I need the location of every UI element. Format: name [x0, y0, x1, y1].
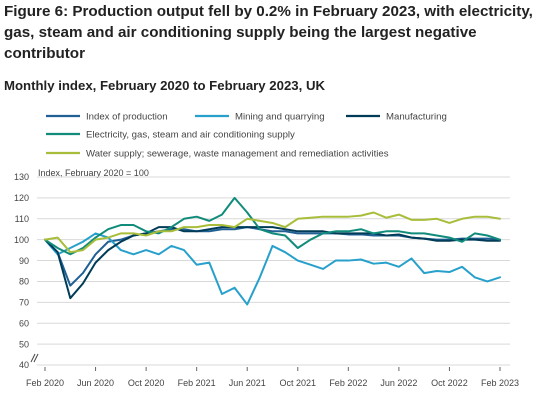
y-tick-label-130: 130 [14, 172, 29, 182]
legend-label-4: Electricity, gas, steam and air conditio… [86, 129, 295, 140]
y-tick-label-90: 90 [19, 256, 29, 266]
x-tick-label-10: Feb 2023 [481, 378, 519, 388]
y-axis-label: Index, February 2020 = 100 [38, 168, 149, 178]
series-group [44, 196, 501, 306]
legend-label-2: Mining and quarrying [235, 111, 325, 122]
y-tick-label-100: 100 [14, 235, 29, 245]
axis-break-mark-1 [30, 353, 36, 363]
x-axis-ticks: Feb 2020 Jun 2020 Oct 2020 Feb 2021 Jun 2021… [26, 367, 519, 388]
legend: Index of production Mining and quarrying M… [46, 111, 447, 159]
y-tick-label-120: 120 [14, 193, 29, 203]
x-tick-label-8: Jun 2022 [380, 378, 417, 388]
chart-title: Figure 6: Production output fell by 0.2%… [4, 3, 533, 62]
y-axis-ticks: 40 50 60 70 80 90 100 110 120 130 [14, 172, 29, 370]
y-tick-label-40: 40 [19, 360, 29, 370]
axis-break-symbol [30, 353, 39, 363]
x-tick-label-2: Jun 2020 [77, 378, 114, 388]
chart-subtitle: Monthly index, February 2020 to February… [4, 78, 325, 93]
series-line-4 [44, 196, 501, 256]
x-tick-label-9: Oct 2022 [431, 378, 468, 388]
y-tick-label-110: 110 [15, 214, 29, 224]
legend-label-3: Manufacturing [386, 111, 447, 122]
legend-label-5: Water supply; sewerage, waste management… [86, 148, 389, 159]
legend-label-1: Index of production [86, 111, 168, 122]
series-line-2 [44, 232, 501, 306]
axis-break-mark-2 [33, 353, 39, 363]
x-tick-label-3: Oct 2020 [128, 378, 165, 388]
y-tick-label-50: 50 [19, 339, 29, 349]
x-tick-label-5: Jun 2021 [229, 378, 266, 388]
y-tick-label-70: 70 [19, 298, 29, 308]
x-tick-label-6: Oct 2021 [280, 378, 317, 388]
y-tick-label-60: 60 [19, 318, 29, 328]
x-tick-label-7: Feb 2022 [329, 378, 367, 388]
y-tick-label-80: 80 [19, 277, 29, 287]
series-line-5 [44, 211, 501, 254]
x-tick-label-4: Feb 2021 [178, 378, 216, 388]
x-tick-label-1: Feb 2020 [26, 378, 64, 388]
series-line-3 [44, 226, 501, 300]
